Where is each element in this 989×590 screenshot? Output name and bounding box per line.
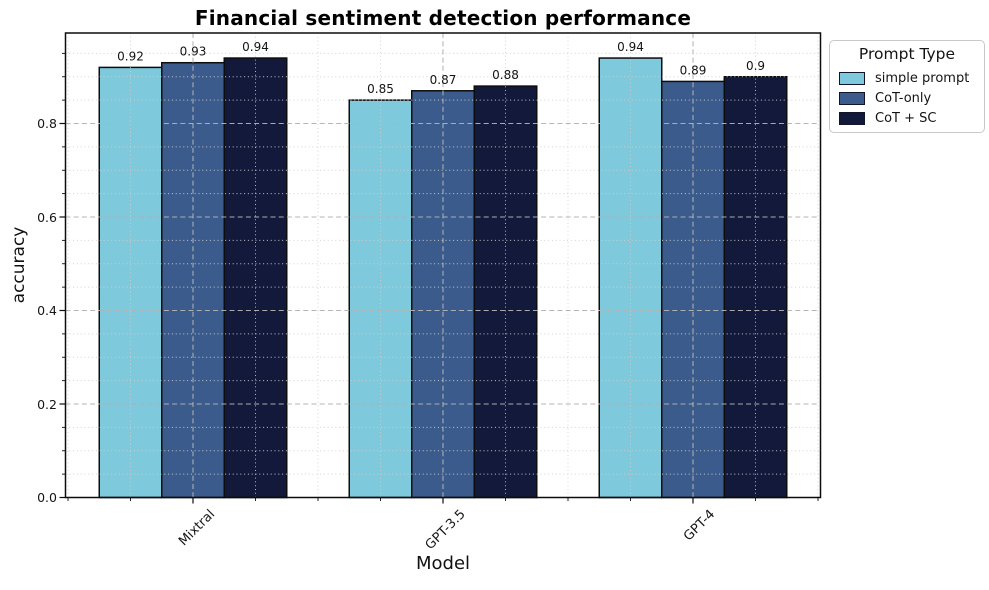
y-tick-label: 0.0	[37, 490, 57, 505]
bar-value-label: 0.94	[242, 40, 269, 54]
bar-value-label: 0.92	[117, 49, 144, 63]
bar-gpt-3-5-simple-prompt	[348, 99, 413, 499]
bar-value-label: 0.9	[746, 59, 765, 73]
chart-title: Financial sentiment detection performanc…	[194, 6, 692, 30]
legend-item-cot-only: CoT-only	[839, 92, 984, 105]
bar-value-label: 0.93	[180, 45, 207, 59]
legend: Prompt Type simple prompt CoT-only CoT +…	[829, 40, 985, 133]
legend-swatch-cot-only	[839, 92, 865, 105]
bar-mixtral-cot-sc	[223, 57, 288, 499]
bar-value-label: 0.87	[430, 73, 457, 87]
y-tick-label: 0.2	[37, 396, 57, 412]
y-tick-label: 0.6	[37, 209, 57, 225]
legend-title: Prompt Type	[858, 45, 956, 63]
bar-mixtral-simple-prompt	[98, 66, 163, 499]
bar-value-label: 0.88	[492, 68, 519, 82]
legend-label-cot-sc: CoT + SC	[875, 111, 937, 126]
legend-item-simple-prompt: simple prompt	[839, 72, 984, 85]
legend-swatch-simple-prompt	[839, 72, 865, 85]
bar-value-label: 0.94	[617, 40, 644, 54]
legend-label-simple-prompt: simple prompt	[875, 71, 970, 86]
legend-swatch-cot-sc	[839, 112, 865, 125]
legend-label-cot-only: CoT-only	[875, 91, 932, 106]
y-tick-label: 0.8	[37, 116, 57, 131]
bar-value-label: 0.85	[367, 82, 394, 96]
legend-item-cot-sc: CoT + SC	[839, 112, 984, 125]
y-axis-label: accuracy	[9, 226, 29, 304]
x-axis-label: Model	[415, 553, 471, 574]
bar-value-label: 0.89	[680, 63, 707, 77]
y-tick-label: 0.4	[37, 303, 57, 318]
